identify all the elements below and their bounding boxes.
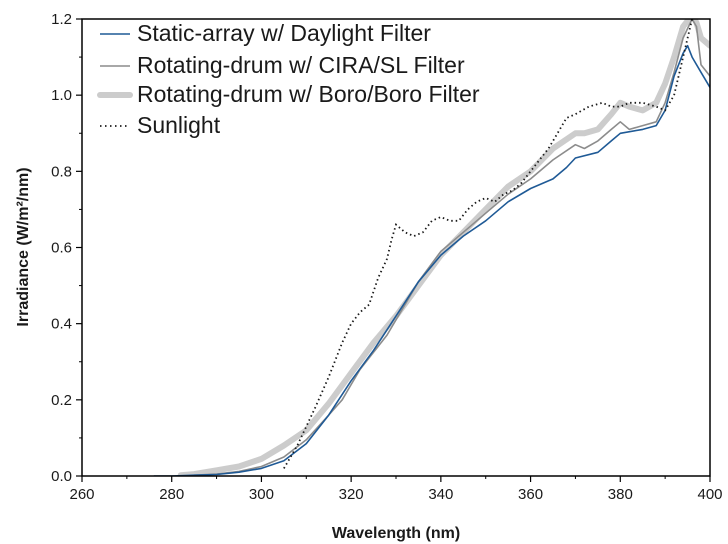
x-axis-ticks: 260 280 300 320 340 360 380 400 bbox=[69, 476, 723, 503]
x-tick-label: 400 bbox=[697, 486, 722, 503]
x-tick-label: 280 bbox=[159, 486, 184, 503]
x-tick-label: 300 bbox=[249, 486, 274, 503]
x-tick-label: 380 bbox=[608, 486, 633, 503]
x-tick-label: 260 bbox=[69, 486, 94, 503]
series-line-0 bbox=[153, 44, 710, 476]
legend-label: Sunlight bbox=[137, 112, 221, 138]
y-tick-label: 1.2 bbox=[51, 11, 72, 28]
y-tick-label: 0.2 bbox=[51, 392, 72, 409]
x-tick-label: 340 bbox=[428, 486, 453, 503]
y-tick-label: 1.0 bbox=[51, 87, 72, 104]
y-axis-ticks: 0.0 0.2 0.4 0.6 0.8 1.0 1.2 bbox=[51, 11, 82, 485]
legend-label: Rotating-drum w/ Boro/Boro Filter bbox=[137, 81, 480, 107]
y-tick-label: 0.8 bbox=[51, 163, 72, 180]
y-axis-title: Irradiance (W/m²/nm) bbox=[15, 167, 32, 326]
x-tick-label: 320 bbox=[339, 486, 364, 503]
x-axis-title: Wavelength (nm) bbox=[332, 525, 460, 542]
y-tick-label: 0.6 bbox=[51, 240, 72, 257]
series-layer bbox=[153, 19, 710, 476]
legend-label: Static-array w/ Daylight Filter bbox=[137, 20, 431, 46]
y-tick-label: 0.0 bbox=[51, 468, 72, 485]
x-tick-label: 360 bbox=[518, 486, 543, 503]
series-line-2 bbox=[177, 19, 710, 476]
legend-label: Rotating-drum w/ CIRA/SL Filter bbox=[137, 52, 465, 78]
legend: Static-array w/ Daylight Filter Rotating-… bbox=[97, 20, 480, 138]
series-line-3 bbox=[283, 19, 693, 469]
y-tick-label: 0.4 bbox=[51, 316, 72, 333]
